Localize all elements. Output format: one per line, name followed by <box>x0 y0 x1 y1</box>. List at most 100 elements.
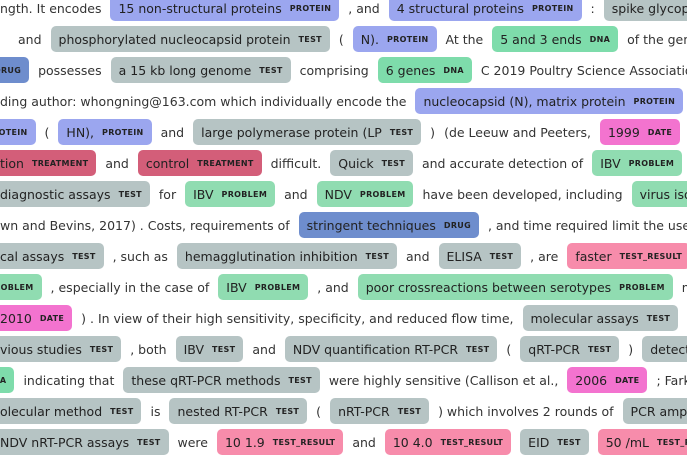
entity[interactable]: nRT-PCR TEST <box>330 398 430 424</box>
entity[interactable]: IBV PROBLEM <box>218 274 309 300</box>
text: At the <box>445 31 484 47</box>
entity-label: PROTEIN <box>289 3 332 13</box>
entity[interactable]: faster TEST_RESULT <box>567 243 687 269</box>
entity-label: PROTEIN <box>0 127 28 137</box>
entity[interactable]: DRUG <box>0 57 30 83</box>
entity-text: 5 and 3 ends <box>500 31 582 47</box>
entity[interactable]: nested RT-PCR TEST <box>169 398 308 424</box>
entity[interactable]: IBV TEST <box>175 336 244 362</box>
text-line: cal assays TEST , such as hemagglutination … <box>0 243 687 269</box>
entity[interactable]: large polymerase protein (LP TEST <box>193 119 422 145</box>
entity[interactable]: 4 structural proteins PROTEIN <box>388 0 582 21</box>
text: for <box>158 186 177 202</box>
entity-text: vious studies <box>0 341 82 357</box>
text: ; Farkas et al., <box>656 372 687 388</box>
entity[interactable]: 10 1.9 TEST_RESULT <box>216 429 344 455</box>
entity[interactable]: Quick TEST <box>330 150 413 176</box>
entity-label: DATE <box>39 313 65 323</box>
text-line: 2010 DATE) . In view of their high sensit… <box>0 305 687 331</box>
text: wn and Bevins, 2017) . Costs, requiremen… <box>0 217 290 233</box>
entity-text: hemagglutination inhibition <box>184 248 358 264</box>
entity-label: DNA <box>443 65 464 75</box>
entity[interactable]: poor crossreactions between serotypes PRO… <box>357 274 673 300</box>
entity[interactable]: tion TREATMENT <box>0 150 97 176</box>
entity[interactable]: nucleocapsid (N), matrix protein PROTEIN <box>415 88 684 114</box>
text: have been developed, including <box>422 186 623 202</box>
text: , are <box>530 248 559 264</box>
entity-text: 10 4.0 <box>392 434 433 450</box>
entity-label: TEST <box>557 437 581 447</box>
entity-text: NDV <box>324 186 352 202</box>
entity-label: TEST_RESULT <box>619 251 683 261</box>
entity[interactable]: a 15 kb long genome TEST <box>110 57 291 83</box>
entity[interactable]: phosphorylated nucleocapsid protein TEST <box>50 26 330 52</box>
entity-text: qRT-PCR <box>528 341 580 357</box>
entity[interactable]: IBV PROBLEM <box>185 181 276 207</box>
text: C 2019 Poultry Science Association Inc. … <box>480 62 687 78</box>
entity-label: TEST_RESULT <box>656 437 687 447</box>
entity[interactable]: ELISA TEST <box>438 243 522 269</box>
text-line: diagnostic assays TEST for IBV PROBLEM and NDV… <box>0 181 687 207</box>
entity[interactable]: PCR amplificationsTEST <box>622 398 687 424</box>
entity[interactable]: diagnostic assays TEST <box>0 181 150 207</box>
entity[interactable]: 50 /mL TEST_RESULT <box>597 429 687 455</box>
entity[interactable]: hemagglutination inhibition TEST <box>176 243 397 269</box>
entity[interactable]: PROBLEM <box>0 274 42 300</box>
entity[interactable]: olecular method TEST <box>0 398 142 424</box>
entity[interactable]: virus isolationPROBLEM <box>631 181 687 207</box>
entity[interactable]: control TREATMENT <box>137 150 262 176</box>
entity[interactable]: EID TEST <box>520 429 589 455</box>
entity-label: TEST <box>89 344 114 354</box>
entity[interactable]: molecular assays TEST <box>522 305 679 331</box>
entity-label: TEST <box>389 127 414 137</box>
text: , both <box>130 341 167 357</box>
entity-text: ELISA <box>446 248 482 264</box>
entity[interactable]: 1999 DATE <box>599 119 681 145</box>
entity-text: stringent techniques <box>306 217 436 233</box>
entity-label: TEST <box>466 344 490 354</box>
entity-label: PROTEIN <box>386 34 429 44</box>
entity-label: TEST <box>212 344 236 354</box>
entity[interactable]: 10 4.0 TEST_RESULT <box>384 429 512 455</box>
entity[interactable]: N). PROTEIN <box>352 26 437 52</box>
text: , such as <box>112 248 168 264</box>
entity-text: large polymerase protein (LP <box>201 124 382 140</box>
entity-text: N). <box>360 31 379 47</box>
text-line: PROBLEM , especially in the case of IBV PRO… <box>0 274 687 300</box>
entity[interactable]: NDV quantification RT-PCR TEST <box>284 336 498 362</box>
entity[interactable]: these qRT-PCR methods TEST <box>123 367 320 393</box>
entity-label: TREATMENT <box>197 158 254 168</box>
entity[interactable]: 15 non-structural proteins PROTEIN <box>110 0 340 21</box>
entity[interactable]: 6 genes DNA <box>377 57 472 83</box>
entity[interactable]: PROTEIN <box>0 119 36 145</box>
entity-label: PROTEIN <box>633 96 676 106</box>
entity-label: TEST <box>110 406 134 416</box>
text-line: PROTEIN (HN), PROTEIN and large polymerase p… <box>0 119 687 145</box>
entity-text: HN), <box>66 124 95 140</box>
entity-label: PROTEIN <box>102 127 144 137</box>
entity[interactable]: qRT-PCR TEST <box>520 336 620 362</box>
entity[interactable]: HN), PROTEIN <box>58 119 152 145</box>
entity[interactable]: 2010 DATE <box>0 305 73 331</box>
entity-label: TEST <box>275 406 300 416</box>
entity[interactable]: NDV nRT-PCR assays TEST <box>0 429 169 455</box>
entity-text: these qRT-PCR methods <box>131 372 281 388</box>
entity[interactable]: cal assays TEST <box>0 243 104 269</box>
text-line: and phosphorylated nucleocapsid protein TE… <box>18 26 687 52</box>
entity[interactable]: IBV PROBLEM <box>592 150 683 176</box>
entity-text: diagnostic assays <box>0 186 111 202</box>
entity-text: cal assays <box>0 248 65 264</box>
entity[interactable]: 2006 DATE <box>567 367 648 393</box>
entity-text: detection methods <box>650 341 687 357</box>
entity[interactable]: stringent techniques DRUG <box>298 212 479 238</box>
entity-label: TEST <box>259 65 283 75</box>
entity[interactable]: vious studies TEST <box>0 336 122 362</box>
entity[interactable]: NDV PROBLEM <box>316 181 414 207</box>
entity[interactable]: DNA <box>0 367 15 393</box>
entity[interactable]: spike glycoproteinTEST <box>603 0 687 21</box>
entity[interactable]: 5 and 3 ends DNA <box>492 26 619 52</box>
entity-text: poor crossreactions between serotypes <box>365 279 612 295</box>
entity-text: 1999 <box>607 124 640 140</box>
text: and <box>284 186 308 202</box>
